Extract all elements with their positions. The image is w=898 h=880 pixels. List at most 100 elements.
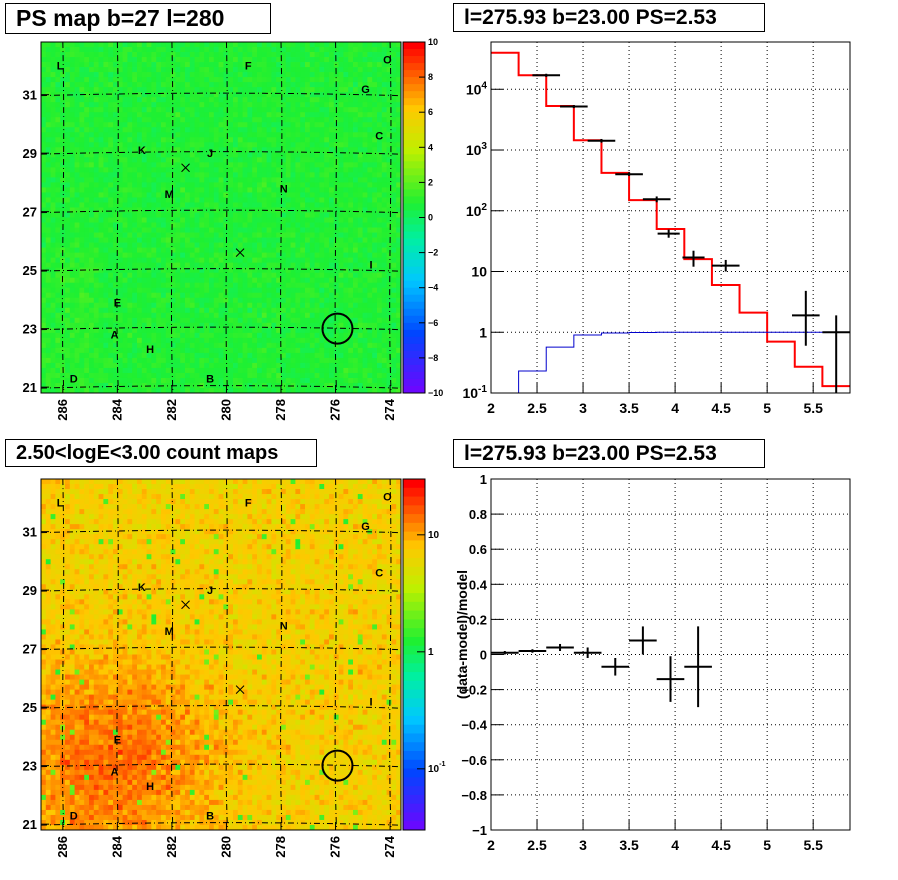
map-pixel: [189, 97, 195, 103]
map-pixel: [338, 47, 344, 53]
map-pixel: [228, 192, 234, 198]
map-pixel: [103, 157, 109, 163]
map-pixel: [89, 302, 95, 309]
map-pixel: [377, 67, 383, 73]
map-pixel: [108, 162, 114, 168]
map-pixel: [103, 162, 109, 168]
map-pixel: [252, 102, 258, 108]
map-pixel: [141, 357, 147, 364]
map-pixel: [117, 367, 123, 374]
map-pixel: [281, 352, 287, 359]
map-pixel: [381, 82, 387, 88]
map-pixel: [50, 307, 56, 314]
map-pixel: [295, 72, 301, 78]
map-pixel: [257, 147, 263, 153]
map-pixel: [377, 287, 383, 294]
map-pixel: [204, 127, 210, 133]
map-pixel: [79, 77, 85, 83]
map-pixel: [89, 82, 95, 88]
map-pixel: [146, 97, 152, 103]
map-pixel: [199, 267, 205, 274]
map-pixel: [367, 252, 373, 259]
map-pixel: [261, 227, 267, 233]
map-pixel: [247, 212, 253, 218]
map-pixel: [309, 332, 315, 339]
map-pixel: [324, 312, 330, 319]
map-pixel: [117, 257, 123, 264]
map-pixel: [98, 272, 104, 279]
map-pixel: [108, 42, 114, 48]
map-pixel: [290, 352, 296, 359]
map-pixel: [228, 62, 234, 68]
map-pixel: [295, 67, 301, 73]
map-pixel: [357, 187, 363, 193]
map-pixel: [165, 257, 171, 264]
map-pixel: [55, 137, 61, 143]
map-pixel: [209, 182, 215, 188]
map-pixel: [132, 57, 138, 63]
map-pixel: [141, 52, 147, 58]
map-pixel: [170, 52, 176, 58]
map-pixel: [218, 77, 224, 83]
map-pixel: [175, 192, 181, 198]
map-pixel: [161, 372, 167, 379]
map-pixel: [343, 47, 349, 53]
map-pixel: [137, 232, 143, 238]
map-pixel: [290, 112, 296, 118]
map-pixel: [285, 132, 291, 138]
map-pixel: [295, 182, 301, 188]
map-pixel: [151, 112, 157, 118]
map-pixel: [261, 347, 267, 354]
map-pixel: [185, 317, 191, 324]
map-pixel: [194, 347, 200, 354]
map-pixel: [65, 287, 71, 294]
map-pixel: [309, 247, 315, 253]
map-pixel: [199, 242, 205, 248]
map-pixel: [175, 277, 181, 284]
map-pixel: [285, 232, 291, 238]
map-pixel: [209, 362, 215, 369]
map-pixel: [98, 227, 104, 233]
map-pixel: [324, 72, 330, 78]
map-pixel: [252, 132, 258, 138]
map-pixel: [165, 337, 171, 344]
map-pixel: [333, 267, 339, 274]
map-pixel: [372, 67, 378, 73]
map-pixel: [161, 297, 167, 304]
map-pixel: [189, 107, 195, 113]
map-pixel: [137, 302, 143, 309]
map-pixel: [98, 292, 104, 299]
map-pixel: [372, 47, 378, 53]
map-pixel: [189, 182, 195, 188]
map-pixel: [295, 132, 301, 138]
map-pixel: [127, 227, 133, 233]
map-pixel: [141, 92, 147, 98]
map-pixel: [161, 272, 167, 279]
map-pixel: [60, 117, 66, 123]
map-pixel: [41, 307, 47, 314]
map-pixel: [252, 47, 258, 53]
map-pixel: [141, 117, 147, 123]
map-pixel: [84, 237, 90, 243]
map-pixel: [151, 127, 157, 133]
map-pixel: [271, 142, 277, 148]
map-pixel: [266, 317, 272, 324]
map-pixel: [247, 347, 253, 354]
map-pixel: [261, 277, 267, 284]
map-pixel: [257, 327, 263, 334]
map-pixel: [161, 52, 167, 58]
map-pixel: [377, 292, 383, 299]
map-pixel: [194, 42, 200, 48]
map-pixel: [175, 187, 181, 193]
map-pixel: [117, 337, 123, 344]
map-pixel: [237, 127, 243, 133]
map-pixel: [137, 52, 143, 58]
map-pixel: [362, 192, 368, 198]
map-pixel: [353, 257, 359, 264]
map-pixel: [60, 257, 66, 264]
map-pixel: [84, 347, 90, 354]
map-pixel: [295, 52, 301, 58]
map-pixel: [93, 217, 99, 223]
map-pixel: [156, 177, 162, 183]
map-pixel: [257, 242, 263, 248]
